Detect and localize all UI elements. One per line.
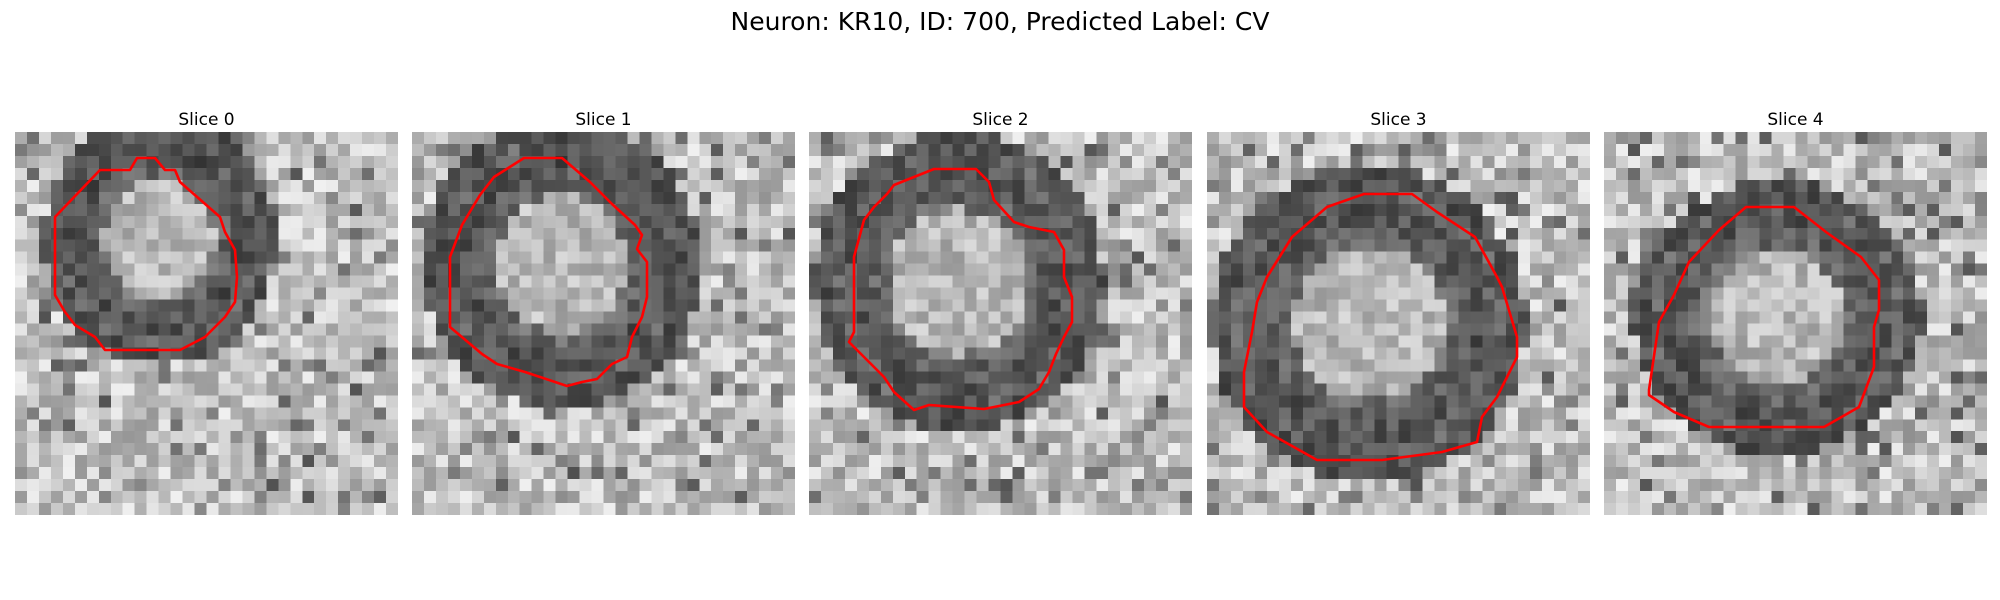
- slice-title: Slice 1: [575, 110, 632, 130]
- slice-image-2: [809, 132, 1192, 515]
- roi-contour: [1647, 205, 1881, 429]
- slice-panel-4: Slice 4: [1604, 108, 1987, 515]
- roi-contour: [1242, 192, 1519, 462]
- grayscale-microscopy-image: [1207, 132, 1590, 515]
- roi-contour-overlay: [1242, 192, 1519, 462]
- roi-contour-overlay: [1647, 205, 1881, 429]
- slice-image-3: [1207, 132, 1590, 515]
- roi-contour-overlay: [847, 167, 1074, 412]
- grayscale-microscopy-image: [15, 132, 398, 515]
- slice-image-1: [412, 132, 795, 515]
- roi-contour-overlay: [53, 156, 239, 352]
- slice-title: Slice 0: [178, 110, 235, 130]
- slice-image-4: [1604, 132, 1987, 515]
- roi-contour: [448, 156, 649, 388]
- roi-contour: [847, 167, 1074, 412]
- slice-image-0: [15, 132, 398, 515]
- roi-contour-overlay: [448, 156, 649, 388]
- slice-title: Slice 2: [972, 110, 1029, 130]
- figure-title: Neuron: KR10, ID: 700, Predicted Label: …: [730, 7, 1270, 36]
- grayscale-microscopy-image: [1604, 132, 1987, 515]
- slice-title: Slice 3: [1370, 110, 1427, 130]
- roi-contour: [53, 156, 239, 352]
- grayscale-microscopy-image: [809, 132, 1192, 515]
- slice-panel-3: Slice 3: [1207, 108, 1590, 515]
- slice-title: Slice 4: [1767, 110, 1824, 130]
- slice-panel-0: Slice 0: [15, 108, 398, 515]
- slice-panel-1: Slice 1: [412, 108, 795, 515]
- slice-panel-2: Slice 2: [809, 108, 1192, 515]
